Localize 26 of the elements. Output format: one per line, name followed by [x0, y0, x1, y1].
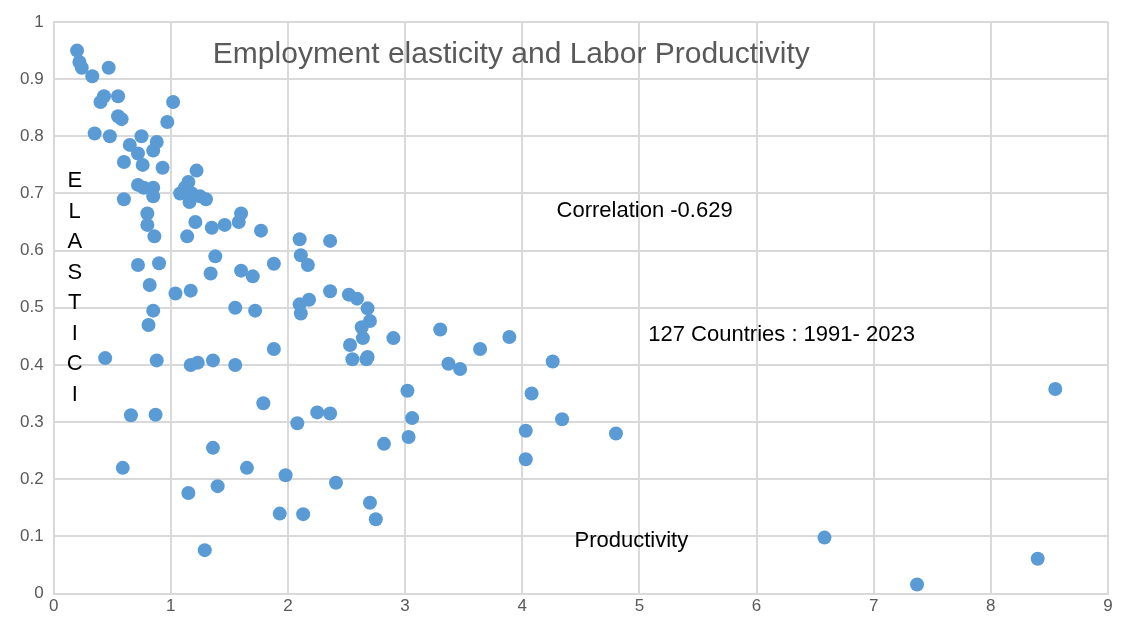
- y-tick-label: 1: [34, 11, 44, 31]
- x-tick-label: 6: [751, 596, 762, 616]
- y-tick-label: 0.1: [19, 526, 44, 546]
- x-tick-label: 3: [400, 596, 410, 616]
- y-tick-label: 0.7: [19, 183, 44, 203]
- x-tick-label: 4: [517, 596, 527, 616]
- x-tick-label: 0: [48, 596, 59, 616]
- x-tick-label: 9: [1103, 596, 1113, 616]
- x-tick-label: 1: [166, 596, 176, 616]
- y-tick-label: 0.9: [19, 68, 44, 88]
- y-tick-label: 0.5: [19, 297, 44, 317]
- y-axis-title: ELASTICI: [66, 166, 83, 407]
- x-tick-label: 5: [634, 596, 645, 616]
- y-tick-label: 0.4: [19, 354, 44, 374]
- text: Employment elasticity and Labor Productivity: [212, 35, 810, 69]
- x-axis-title: Productivity: [574, 526, 689, 552]
- y-tick-label: 0.6: [19, 240, 44, 260]
- x-tick-label: 8: [986, 596, 996, 616]
- annotation: Correlation -0.629: [556, 196, 733, 222]
- x-tick-label: 2: [283, 596, 293, 616]
- y-tick-label: 0.2: [19, 468, 44, 488]
- annotation: 127 Countries : 1991- 2023: [648, 321, 915, 347]
- y-tick-label: 0.3: [19, 411, 44, 431]
- x-tick-label: 7: [868, 596, 879, 616]
- y-tick-label: 0.8: [19, 126, 44, 146]
- y-tick-label: 0: [34, 583, 44, 603]
